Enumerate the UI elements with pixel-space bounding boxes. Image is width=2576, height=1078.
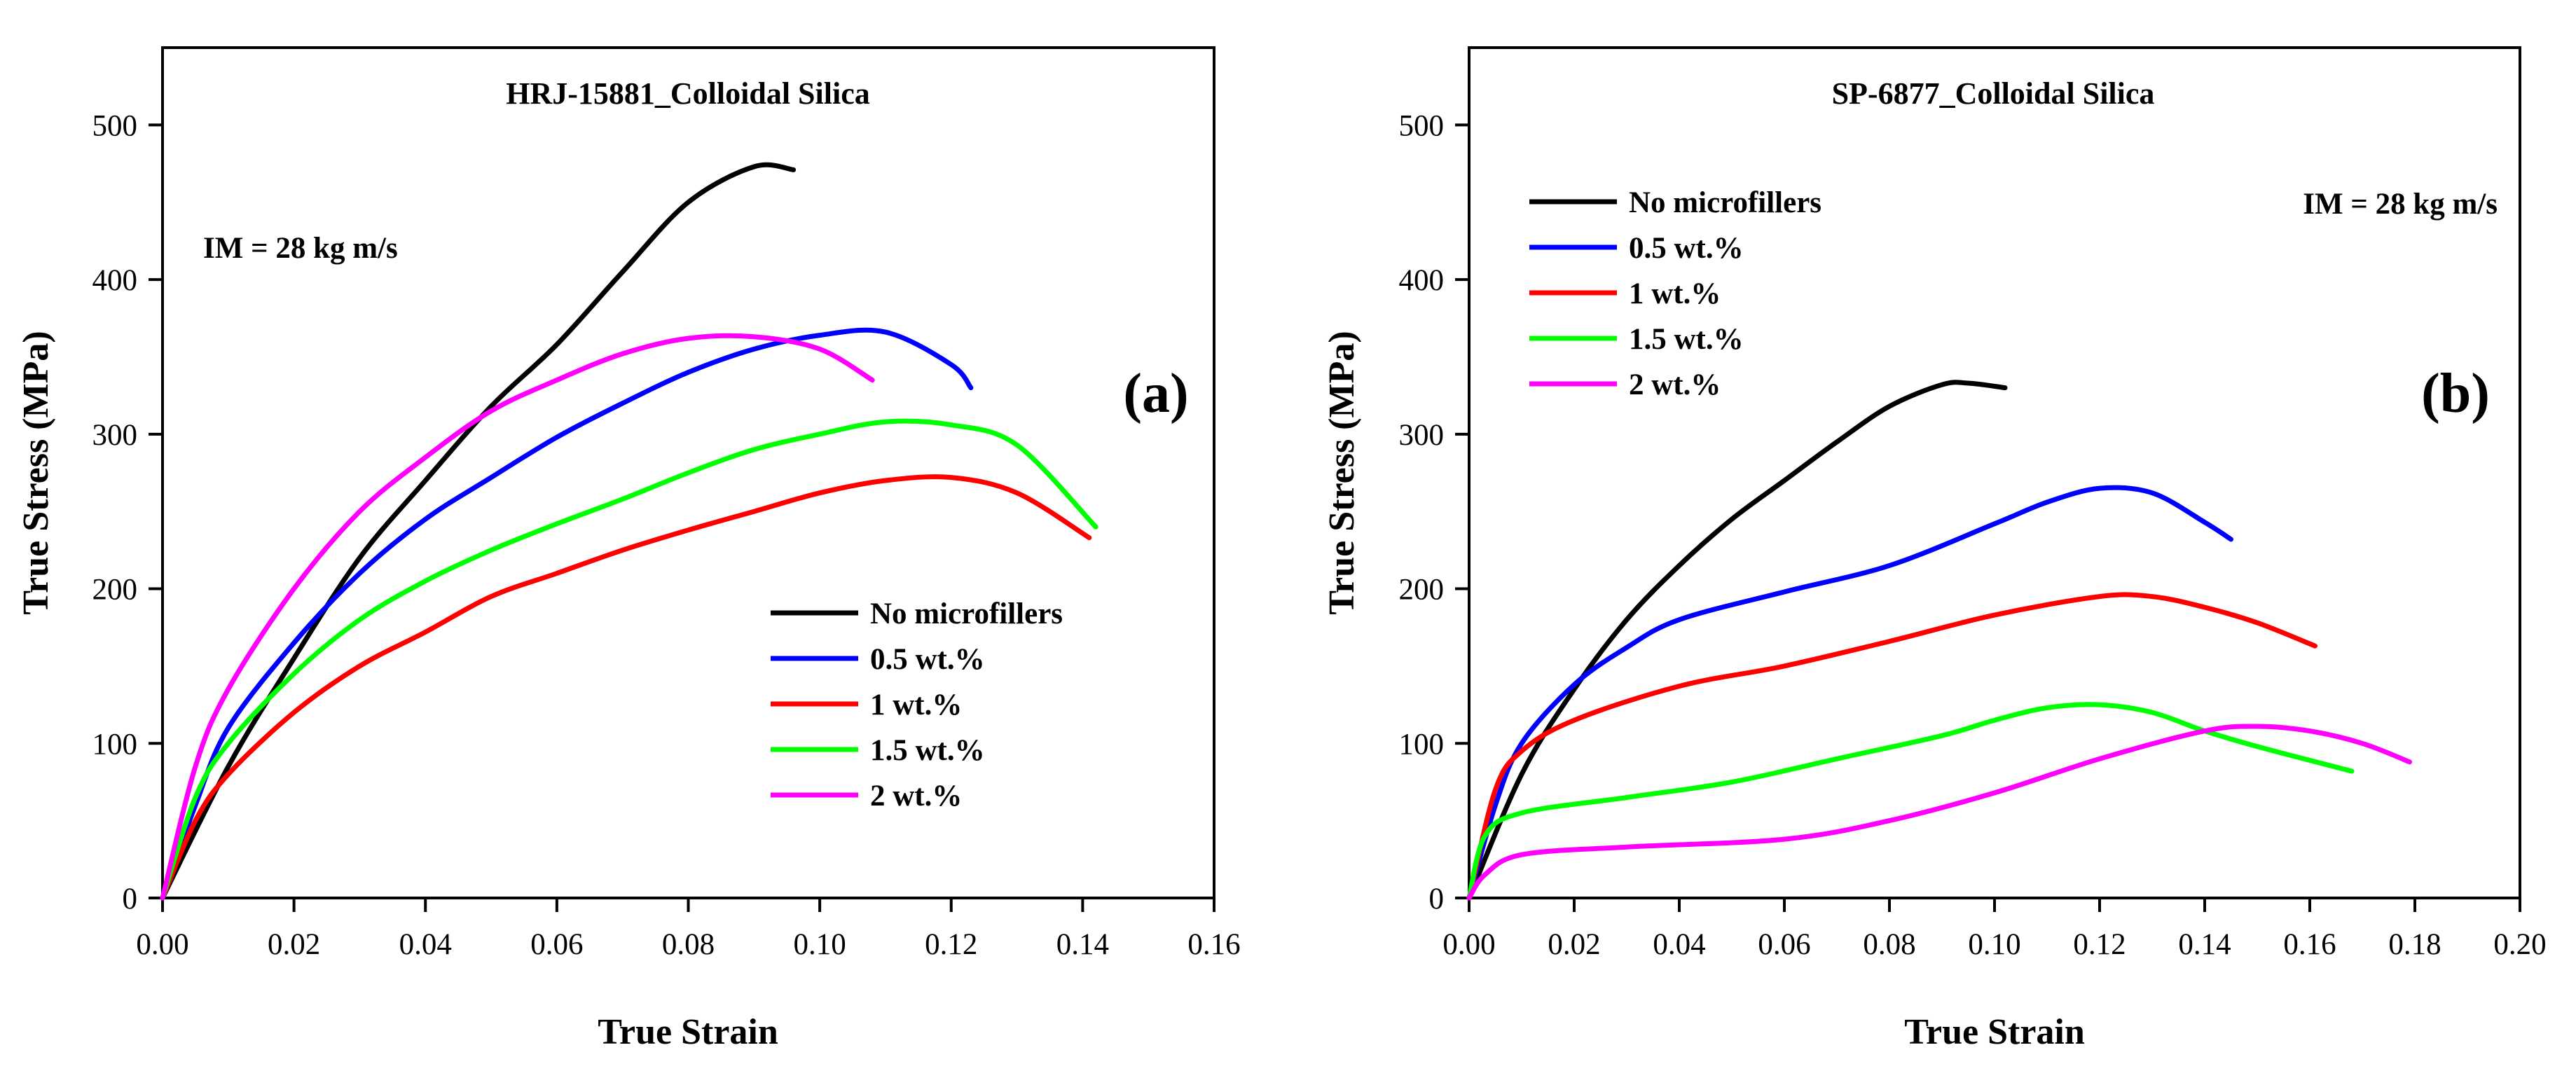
series-line	[160, 162, 797, 901]
series-line	[1466, 702, 2355, 901]
im-annotation: IM = 28 kg m/s	[203, 232, 398, 265]
chart-title: SP-6877_Colloidal Silica	[1832, 76, 2155, 111]
legend-label: 0.5 wt.%	[870, 643, 985, 676]
x-tick-label: 0.02	[1548, 928, 1600, 961]
legend-label: 1 wt.%	[1629, 277, 1721, 310]
y-tick-label: 300	[1399, 419, 1445, 452]
y-axis-title: True Stress (MPa)	[16, 331, 56, 614]
panel-label: (a)	[1123, 363, 1188, 424]
chart-panel-b: 0.00 0.02 0.04 0.06 0.08 0.10 0.12 0.14 0.16 0.18…	[1322, 46, 2547, 1052]
y-tick-label: 500	[1399, 109, 1445, 142]
series-line	[1466, 592, 2317, 901]
series-line	[160, 327, 974, 901]
legend-label: 1.5 wt.%	[870, 734, 985, 767]
y-axis-title: True Stress (MPa)	[1322, 331, 1362, 614]
x-tick-label: 0.10	[1968, 928, 2020, 961]
x-tick-label: 0.04	[399, 928, 452, 961]
x-tick-label: 0.12	[925, 928, 977, 961]
legend-label: 1 wt.%	[870, 689, 962, 721]
x-tick-label: 0.18	[2388, 928, 2441, 961]
legend: No microfillers 0.5 wt.% 1 wt.% 1.5 wt.% 2 w…	[771, 597, 1063, 813]
y-tick-label: 500	[92, 109, 138, 142]
x-tick-label: 0.08	[662, 928, 715, 961]
legend-label: No microfillers	[1629, 186, 1821, 219]
x-axis-title: True Strain	[598, 1012, 778, 1052]
im-annotation: IM = 28 kg m/s	[2303, 188, 2498, 221]
x-tick-label: 0.08	[1863, 928, 1915, 961]
x-tick-label: 0.16	[1187, 928, 1240, 961]
legend-label: 1.5 wt.%	[1629, 323, 1744, 356]
x-tick-label: 0.12	[2073, 928, 2126, 961]
y-tick-label: 100	[1399, 728, 1445, 761]
series-line	[160, 474, 1092, 901]
x-tick-label: 0.14	[2178, 928, 2231, 961]
legend: No microfillers 0.5 wt.% 1 wt.% 1.5 wt.% 2 w…	[1529, 186, 1821, 401]
y-tick-label: 0	[123, 883, 138, 915]
y-tick-label: 400	[1399, 264, 1445, 297]
series-line	[1466, 380, 2008, 901]
x-tick-label: 0.20	[2493, 928, 2546, 961]
series-line	[1466, 724, 2412, 901]
series-line	[160, 418, 1098, 901]
y-tick-label: 200	[92, 574, 138, 607]
y-tick-label: 200	[1399, 574, 1445, 607]
y-tick-label: 0	[1429, 883, 1445, 915]
series-line	[1466, 485, 2233, 901]
series-line	[160, 333, 875, 901]
x-tick-label: 0.04	[1653, 928, 1705, 961]
legend-label: 2 wt.%	[870, 780, 962, 813]
panel-label: (b)	[2421, 363, 2490, 424]
y-tick-label: 300	[92, 419, 138, 452]
legend-label: 2 wt.%	[1629, 368, 1721, 401]
x-tick-label: 0.16	[2283, 928, 2336, 961]
x-tick-label: 0.14	[1056, 928, 1109, 961]
chart-panel-a: 0.00 0.02 0.04 0.06 0.08 0.10 0.12 0.14 0.16 0 100…	[16, 46, 1241, 1052]
y-tick-label: 100	[92, 728, 138, 761]
x-tick-label: 0.02	[268, 928, 320, 961]
x-tick-label: 0.00	[136, 928, 188, 961]
legend-label: 0.5 wt.%	[1629, 232, 1744, 265]
x-tick-label: 0.06	[530, 928, 583, 961]
chart-title: HRJ-15881_Colloidal Silica	[506, 76, 869, 111]
x-tick-label: 0.10	[794, 928, 846, 961]
x-tick-label: 0.06	[1758, 928, 1810, 961]
y-tick-label: 400	[92, 264, 138, 297]
x-axis-title: True Strain	[1904, 1012, 2085, 1052]
legend-label: No microfillers	[870, 597, 1063, 630]
x-tick-label: 0.00	[1442, 928, 1495, 961]
